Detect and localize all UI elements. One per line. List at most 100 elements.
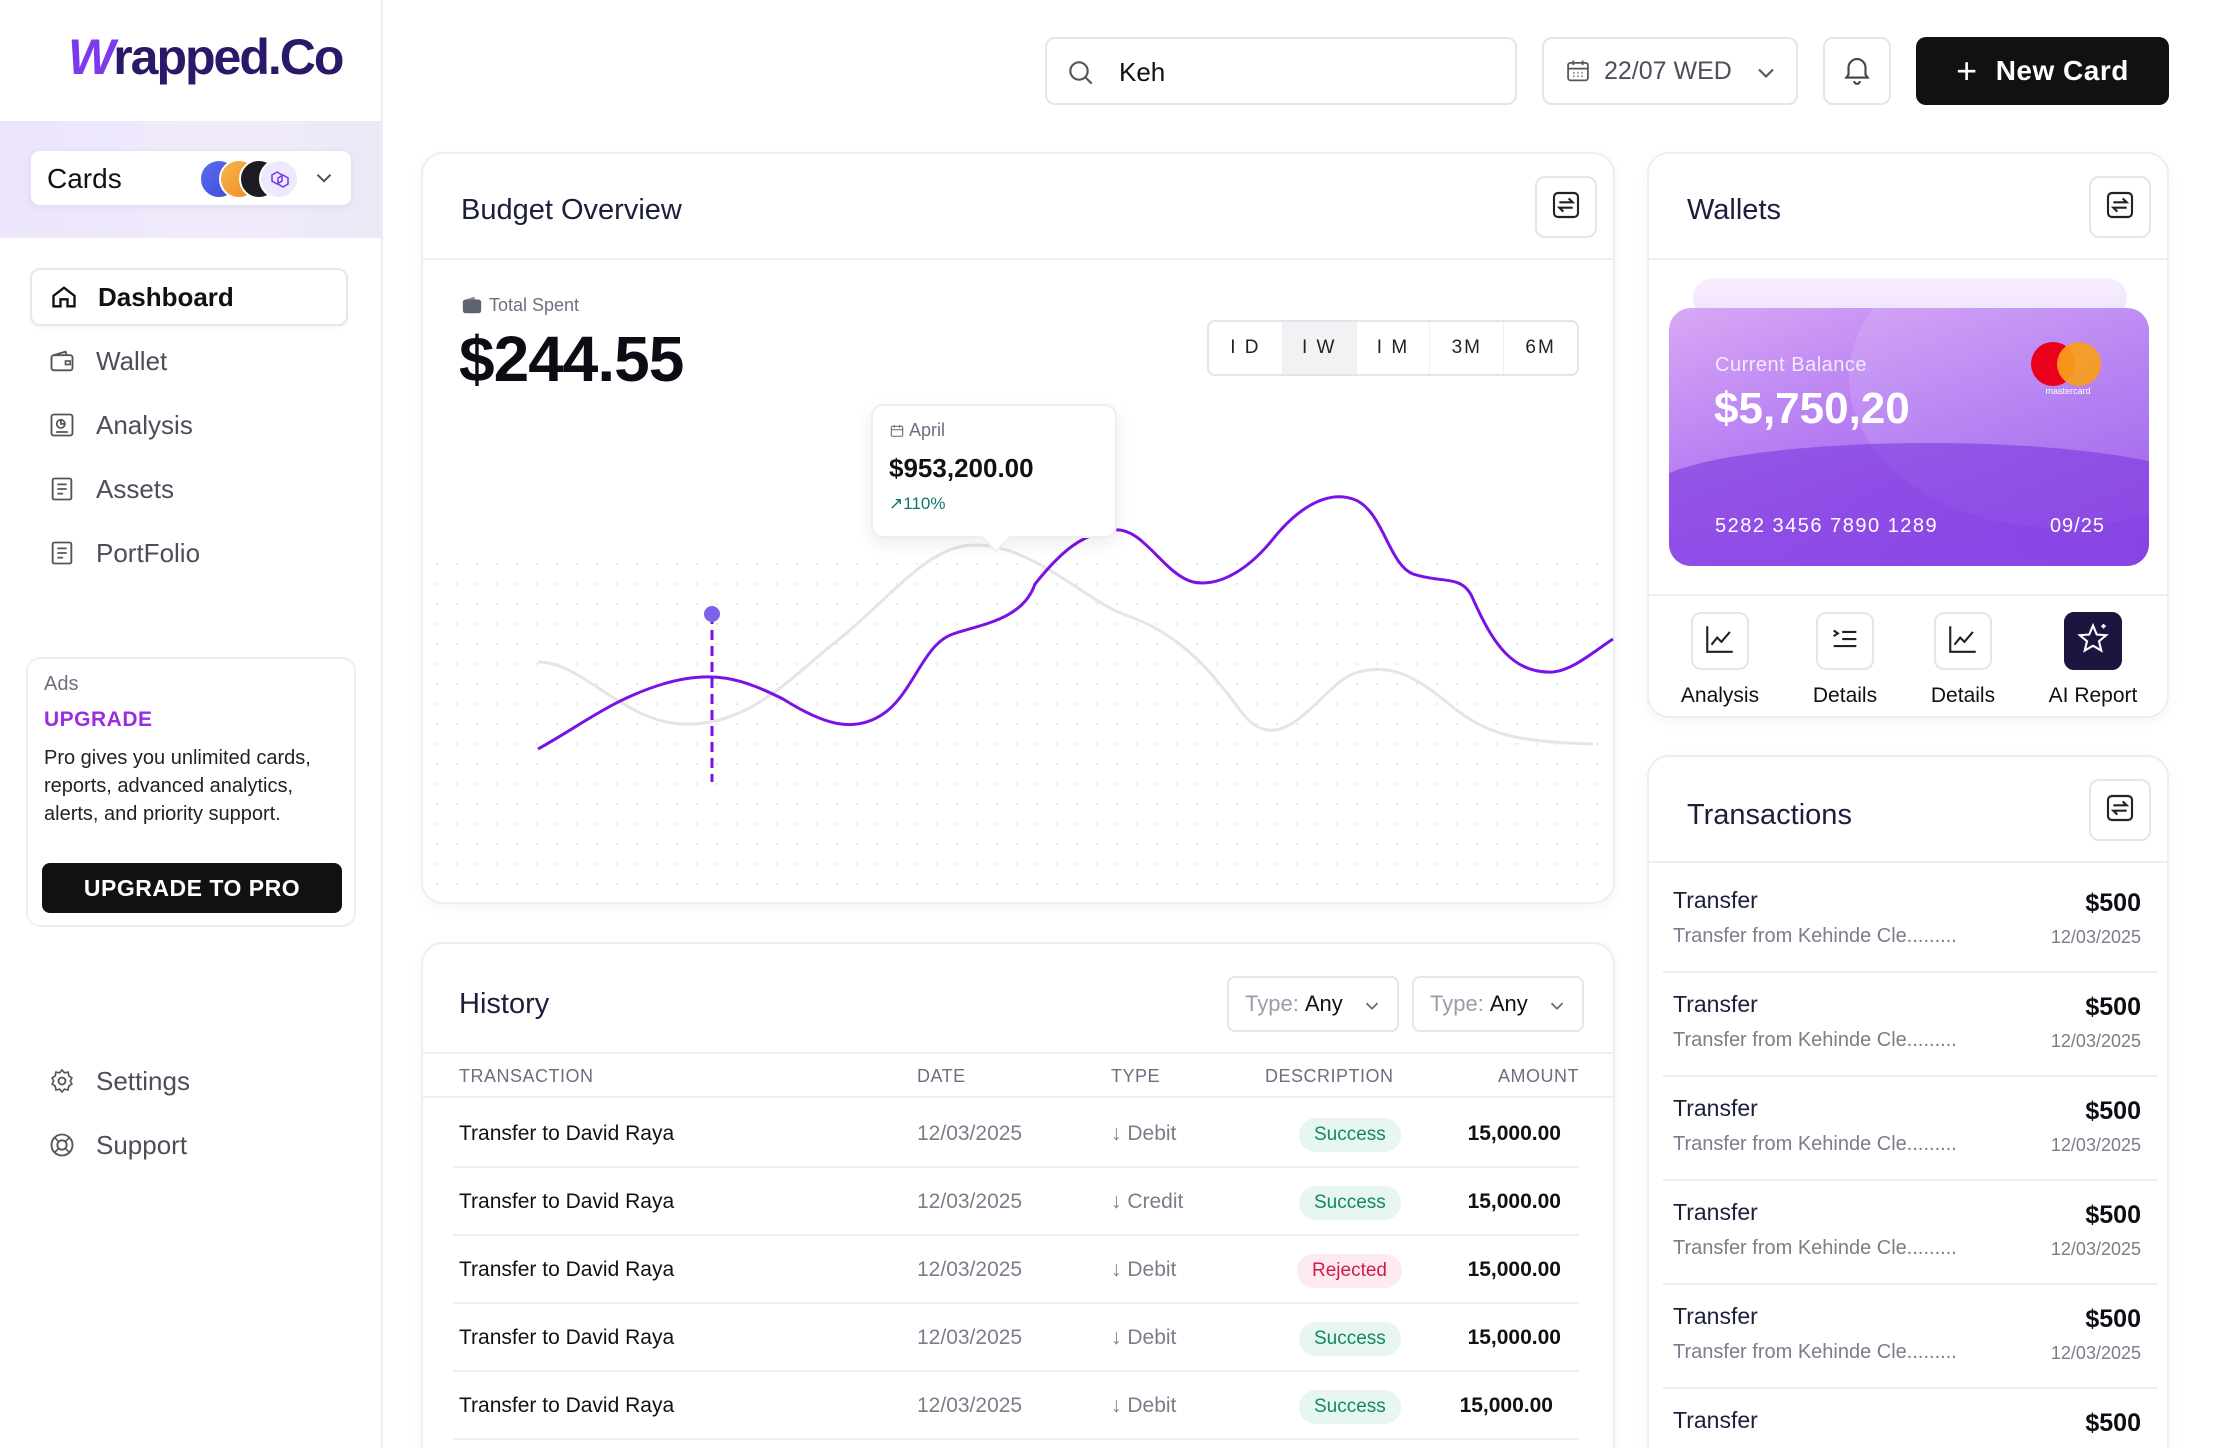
arrow-down-icon: ↓ [1111,1190,1122,1213]
swap-icon [1550,189,1582,226]
virtual-card[interactable]: Current Balance $5,750,20 mastercard 528… [1669,308,2149,566]
tooltip-month: April [909,420,946,440]
sidebar-item-analysis[interactable]: Analysis [30,396,348,454]
list-item[interactable]: Transfer Transfer from Kehinde Cle......… [1663,973,2157,1077]
wallets-panel: Wallets Current Balance $5,750,20 master… [1647,152,2169,718]
mastercard-logo-icon: mastercard [2031,342,2103,396]
chart-tooltip: April $953,200.00 ↗110% [871,404,1117,553]
range-option-6m[interactable]: 6M [1525,337,1556,358]
logo[interactable]: Wrapped.Co [68,29,344,85]
search-box[interactable] [1045,37,1517,105]
cards-selector[interactable]: Cards [30,150,352,206]
sidebar-item-assets[interactable]: Assets [30,460,348,518]
total-spent-label: Total Spent [461,294,579,316]
action-details-2[interactable]: Details [1908,612,2018,708]
table-row[interactable]: Transfer to David Raya 12/03/2025 ↓ Cred… [453,1168,1579,1236]
divider [423,258,1613,260]
tooltip-change: ↗110% [889,494,946,513]
wallet-icon [461,294,483,316]
list-item[interactable]: Transfer $500 [1673,1407,2141,1437]
status-badge: Success [1299,1322,1401,1356]
list-item[interactable]: Transfer Transfer from Kehinde Cle......… [1663,1181,2157,1285]
budget-title: Budget Overview [461,194,682,226]
search-icon [1065,57,1097,94]
action-ai-report[interactable]: AI Report [2038,612,2148,708]
type-filter-1[interactable]: Type: Any [1227,976,1399,1032]
chart-dot-grid [427,554,1611,902]
divider [1649,861,2167,863]
notifications-button[interactable] [1823,37,1891,105]
date-selector[interactable]: 22/07 WED [1542,37,1798,105]
range-option-1d[interactable]: I D [1209,322,1283,374]
sidebar-nav: Dashboard Wallet Analysis Assets PortFol… [30,268,348,588]
column-header: AMOUNT [1498,1066,1579,1086]
calendar-icon [889,423,905,439]
tooltip-value: $953,200.00 [889,453,1034,483]
chevron-down-icon [1546,995,1568,1023]
bell-icon [1840,52,1874,91]
sidebar-item-label: Assets [96,473,175,504]
column-header: TYPE [1111,1066,1161,1086]
wallets-swap-button[interactable] [2089,176,2151,238]
arrow-down-icon: ↓ [1111,1258,1122,1281]
current-balance-label: Current Balance [1715,354,1868,376]
sidebar-item-settings[interactable]: Settings [30,1052,348,1110]
selected-point[interactable] [704,606,720,622]
sidebar-item-label: Dashboard [98,281,234,312]
home-icon [50,283,78,311]
sidebar-item-wallet[interactable]: Wallet [30,332,348,390]
new-card-button[interactable]: + New Card [1916,37,2169,105]
trend-up-icon: ↗ [889,494,904,513]
chevron-down-icon [1752,59,1780,94]
sidebar-item-label: PortFolio [96,537,201,568]
sidebar-item-label: Wallet [96,345,168,376]
column-header: TRANSACTION [459,1066,594,1086]
ads-card: Ads UPGRADE Pro gives you unlimited card… [26,657,356,927]
calendar-icon [1564,57,1592,85]
action-details[interactable]: Details [1790,612,1900,708]
list-item[interactable]: Transfer Transfer from Kehinde Cle......… [1663,1077,2157,1181]
line-chart-icon [1946,622,1980,661]
chevron-down-icon [1361,995,1383,1023]
sidebar-item-support[interactable]: Support [30,1116,348,1174]
plus-icon: + [1956,50,1978,91]
card-coins [199,159,299,199]
support-icon [48,1131,76,1159]
ads-title: UPGRADE [44,708,153,731]
divider [1649,258,2167,260]
table-row[interactable]: Transfer to David Raya 12/03/2025 ↓ Debi… [453,1304,1579,1372]
list-item[interactable]: Transfer Transfer from Kehinde Cle......… [1663,869,2157,973]
sidebar: Wrapped.Co Cards Dashboard Wallet Analys… [0,0,383,1448]
type-filter-2[interactable]: Type: Any [1412,976,1584,1032]
budget-overview-panel: Budget Overview Total Spent $244.55 I D … [421,152,1615,904]
range-option-3m[interactable]: 3M [1430,322,1505,374]
upgrade-to-pro-button[interactable]: UPGRADE TO PRO [42,863,342,913]
ads-text: Pro gives you unlimited cards, reports, … [44,747,311,825]
current-balance-value: $5,750,20 [1714,384,1910,433]
budget-swap-button[interactable] [1535,176,1597,238]
range-option-1m[interactable]: I M [1357,322,1431,374]
range-option-1w[interactable]: I W [1282,322,1357,374]
sidebar-bottom-nav: Settings Support [30,1052,348,1180]
sidebar-item-label: Settings [96,1065,190,1096]
total-spent-value: $244.55 [459,323,684,395]
new-card-label: New Card [1995,55,2129,86]
table-row[interactable]: Transfer to David Raya 12/03/2025 ↓ Debi… [453,1100,1579,1168]
table-row[interactable]: Transfer to David Raya 12/03/2025 ↓ Debi… [453,1372,1579,1440]
search-input[interactable] [1119,53,1499,91]
comparison-series-line [537,543,1594,746]
sidebar-item-dashboard[interactable]: Dashboard [30,268,348,326]
sidebar-item-portfolio[interactable]: PortFolio [30,524,348,582]
ads-tag: Ads [44,673,79,695]
arrow-down-icon: ↓ [1111,1326,1122,1349]
transactions-swap-button[interactable] [2089,779,2151,841]
wallets-title: Wallets [1687,194,1781,226]
history-rows: Transfer to David Raya 12/03/2025 ↓ Debi… [453,1100,1579,1440]
spending-series-line [537,495,1614,751]
polygon-coin-icon [259,159,299,199]
action-analysis[interactable]: Analysis [1665,612,1775,708]
status-badge: Success [1299,1186,1401,1220]
table-row[interactable]: Transfer to David Raya 12/03/2025 ↓ Debi… [453,1236,1579,1304]
list-item[interactable]: Transfer Transfer from Kehinde Cle......… [1663,1285,2157,1389]
analysis-icon [48,411,76,439]
